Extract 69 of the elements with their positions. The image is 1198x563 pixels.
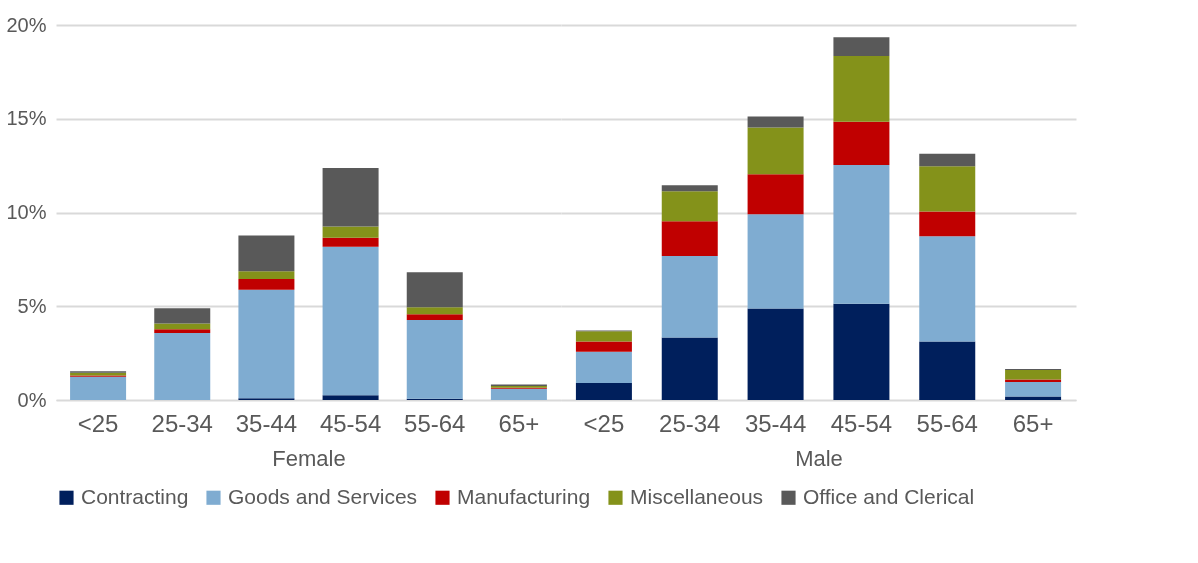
bar bbox=[919, 236, 976, 342]
x-tick-label: 65+ bbox=[1012, 409, 1054, 437]
bar bbox=[406, 272, 463, 308]
bar bbox=[919, 341, 976, 400]
bar bbox=[575, 351, 632, 383]
bar bbox=[575, 382, 632, 400]
bar bbox=[747, 308, 804, 400]
bar bbox=[322, 246, 379, 396]
bar bbox=[833, 303, 890, 400]
bar bbox=[238, 271, 295, 280]
bar bbox=[661, 337, 718, 400]
bar bbox=[322, 167, 379, 227]
bar bbox=[322, 237, 379, 247]
bar bbox=[919, 153, 976, 167]
bar bbox=[747, 174, 804, 215]
bar bbox=[747, 127, 804, 175]
x-tick-label: 35-44 bbox=[744, 409, 807, 437]
x-axis-title: Female bbox=[272, 445, 346, 471]
bar bbox=[747, 116, 804, 128]
bar bbox=[919, 211, 976, 237]
bar bbox=[154, 329, 211, 333]
y-tick-label: 10% bbox=[6, 201, 47, 223]
bar bbox=[661, 191, 718, 222]
x-tick-label: 45-54 bbox=[319, 409, 382, 437]
bar bbox=[406, 307, 463, 315]
bar bbox=[661, 256, 718, 338]
y-tick-label: 5% bbox=[17, 294, 47, 317]
bar bbox=[322, 226, 379, 238]
x-tick-label: 45-54 bbox=[830, 409, 893, 437]
bar bbox=[833, 37, 890, 56]
x-tick-label: 55-64 bbox=[404, 409, 466, 437]
y-tick-label: 20% bbox=[6, 13, 47, 36]
bar bbox=[1005, 396, 1062, 400]
x-tick-label: 65+ bbox=[498, 409, 540, 437]
bar bbox=[833, 121, 890, 165]
x-tick-label: 25-34 bbox=[151, 409, 213, 437]
legend-label: Goods and Services bbox=[228, 484, 418, 508]
bar bbox=[490, 388, 547, 400]
bar bbox=[747, 214, 804, 309]
legend-label: Office and Clerical bbox=[803, 484, 975, 508]
bar bbox=[406, 314, 463, 320]
bar bbox=[661, 185, 718, 192]
y-tick-label: 15% bbox=[6, 107, 47, 130]
bar bbox=[238, 289, 295, 399]
x-tick-label: <25 bbox=[583, 409, 625, 437]
bar bbox=[575, 341, 632, 352]
bar bbox=[575, 331, 632, 342]
bar bbox=[1005, 370, 1062, 380]
legend-label: Manufacturing bbox=[457, 484, 591, 508]
bar bbox=[406, 319, 463, 399]
x-tick-label: 35-44 bbox=[235, 409, 298, 437]
bar bbox=[238, 235, 295, 272]
bar bbox=[70, 376, 127, 400]
x-tick-label: 25-34 bbox=[659, 409, 721, 437]
bar bbox=[919, 166, 976, 212]
x-axis-title: Male bbox=[795, 445, 843, 471]
bar bbox=[154, 332, 211, 400]
x-tick-label: 55-64 bbox=[916, 409, 978, 437]
bar bbox=[154, 308, 211, 324]
bar bbox=[661, 221, 718, 256]
legend-label: Miscellaneous bbox=[630, 484, 764, 508]
legend-label: Contracting bbox=[81, 484, 189, 508]
bar bbox=[1005, 382, 1062, 397]
bar bbox=[322, 395, 379, 400]
x-tick-label: <25 bbox=[77, 409, 119, 437]
bar bbox=[238, 279, 295, 290]
bar bbox=[833, 164, 890, 304]
bar bbox=[833, 55, 890, 122]
y-tick-label: 0% bbox=[17, 388, 47, 411]
